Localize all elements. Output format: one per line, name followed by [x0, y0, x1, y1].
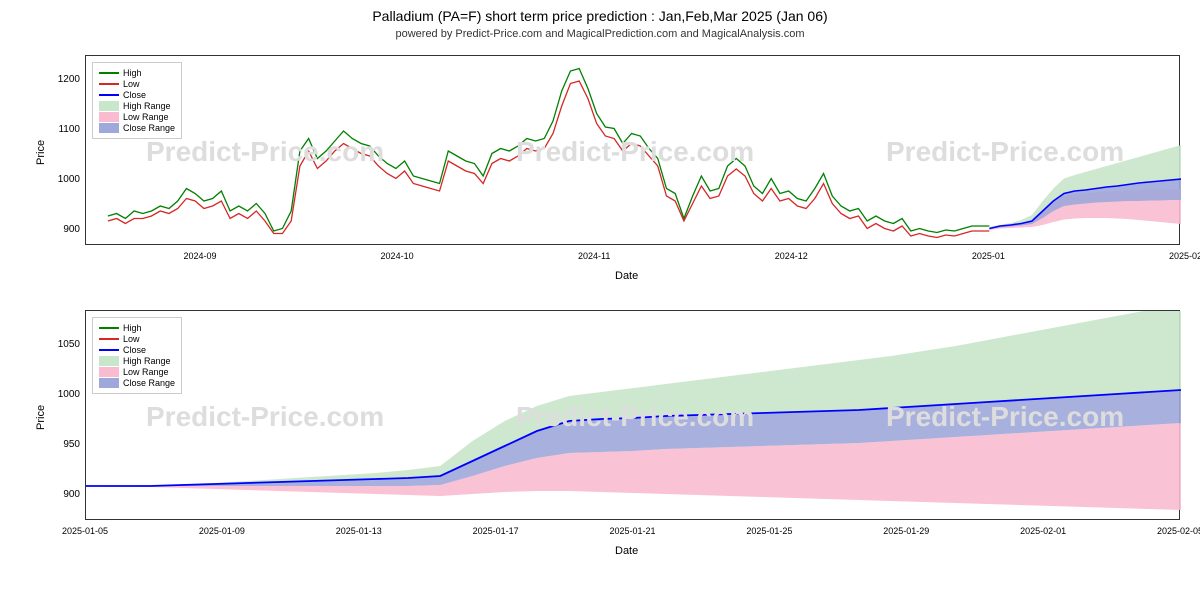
legend-low-line [99, 338, 119, 340]
legend-label: Close Range [123, 123, 175, 133]
legend-label: Low [123, 79, 140, 89]
legend-label: High Range [123, 356, 171, 366]
ytick-label: 950 [45, 439, 80, 450]
chart-top: Predict-Price.com Predict-Price.com Pred… [85, 55, 1180, 245]
xtick-label: 2025-01-13 [319, 526, 399, 536]
legend-label: Low [123, 334, 140, 344]
xtick-label: 2025-02-01 [1003, 526, 1083, 536]
xtick-label: 2025-01-17 [456, 526, 536, 536]
legend-label: Close Range [123, 378, 175, 388]
legend-close-patch [99, 123, 119, 133]
legend-label: Close [123, 90, 146, 100]
xtick-label: 2025-01-05 [45, 526, 125, 536]
legend-label: High [123, 68, 142, 78]
legend-high-patch [99, 356, 119, 366]
xtick-label: 2024-10 [357, 251, 437, 261]
xtick-label: 2025-02-05 [1140, 526, 1200, 536]
xtick-label: 2024-12 [751, 251, 831, 261]
chart-bottom: Predict-Price.com Predict-Price.com Pred… [85, 310, 1180, 520]
legend-top: High Low Close High Range Low Range Clos… [92, 62, 182, 139]
chart-subtitle: powered by Predict-Price.com and Magical… [0, 24, 1200, 40]
ytick-label: 1000 [45, 389, 80, 400]
legend-high-line [99, 72, 119, 74]
xtick-label: 2025-01 [948, 251, 1028, 261]
legend-label: Low Range [123, 367, 169, 377]
legend-label: Low Range [123, 112, 169, 122]
ylabel-bottom: Price [35, 405, 47, 430]
xlabel-top: Date [615, 270, 638, 282]
xtick-label: 2025-01-25 [729, 526, 809, 536]
legend-low-patch [99, 367, 119, 377]
ytick-label: 900 [45, 224, 80, 235]
legend-low-patch [99, 112, 119, 122]
chart-title: Palladium (PA=F) short term price predic… [0, 0, 1200, 24]
xtick-label: 2025-01-29 [866, 526, 946, 536]
xtick-label: 2024-09 [160, 251, 240, 261]
xtick-label: 2025-01-21 [593, 526, 673, 536]
ylabel-top: Price [35, 140, 47, 165]
ytick-label: 1200 [45, 74, 80, 85]
xtick-label: 2025-01-09 [182, 526, 262, 536]
legend-label: Close [123, 345, 146, 355]
legend-low-line [99, 83, 119, 85]
chart-bottom-svg [86, 311, 1181, 521]
ytick-label: 1050 [45, 339, 80, 350]
xtick-label: 2025-02 [1145, 251, 1200, 261]
legend-bottom: High Low Close High Range Low Range Clos… [92, 317, 182, 394]
ytick-label: 1100 [45, 124, 80, 135]
xtick-label: 2024-11 [554, 251, 634, 261]
ytick-label: 1000 [45, 174, 80, 185]
legend-label: High Range [123, 101, 171, 111]
legend-high-patch [99, 101, 119, 111]
chart-top-svg [86, 56, 1181, 246]
legend-close-patch [99, 378, 119, 388]
legend-label: High [123, 323, 142, 333]
legend-high-line [99, 327, 119, 329]
ytick-label: 900 [45, 489, 80, 500]
xlabel-bottom: Date [615, 545, 638, 557]
legend-close-line [99, 349, 119, 351]
legend-close-line [99, 94, 119, 96]
